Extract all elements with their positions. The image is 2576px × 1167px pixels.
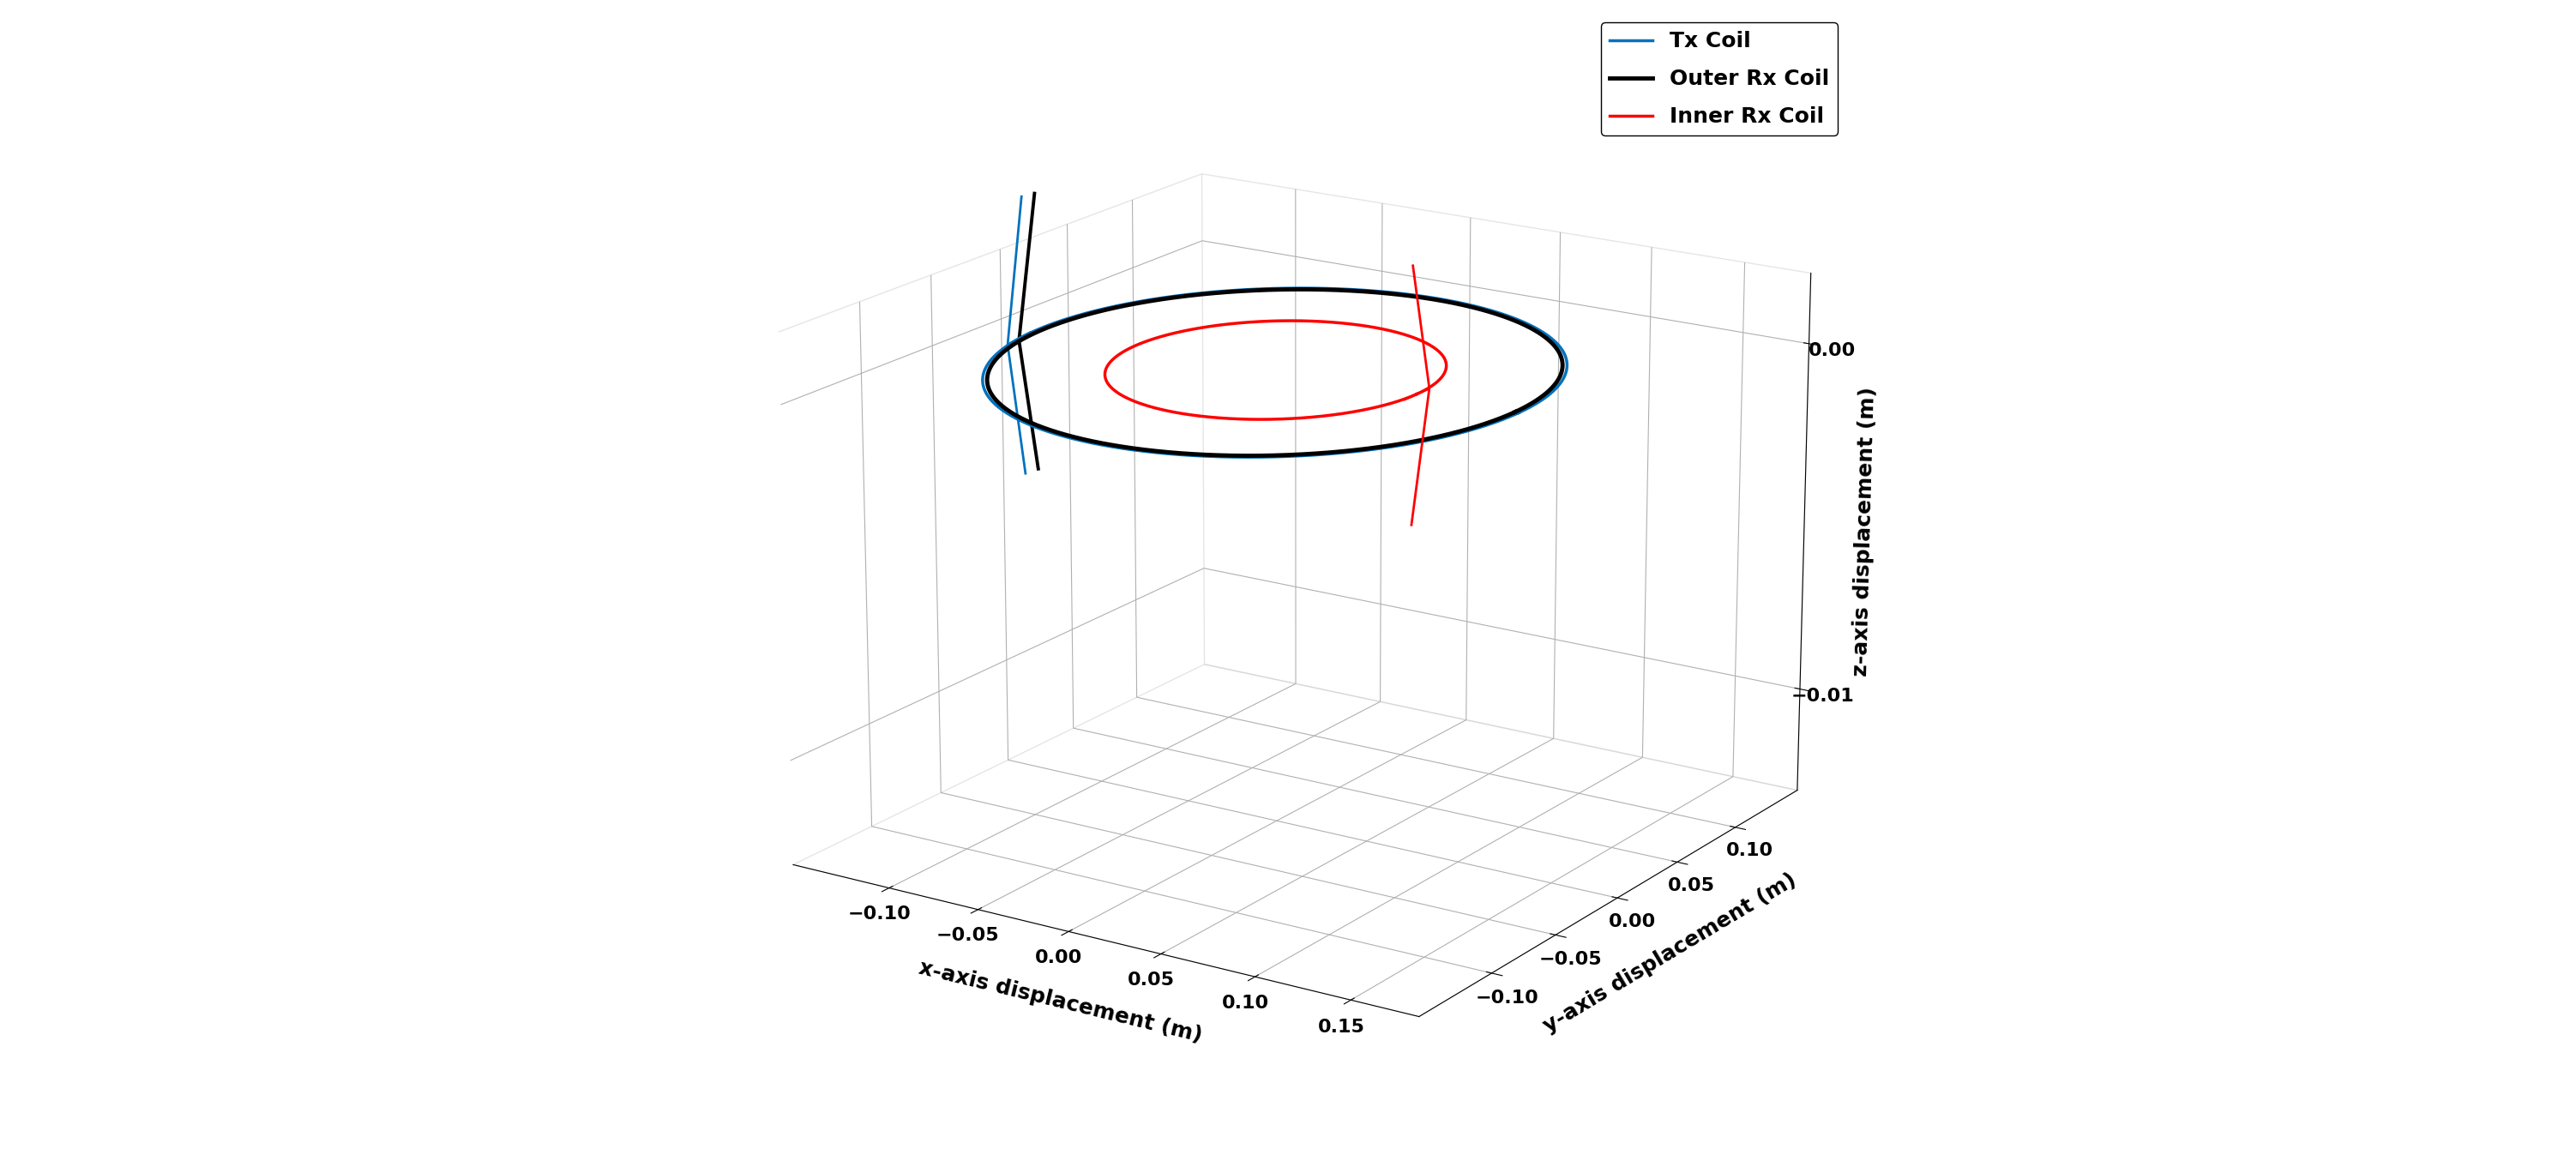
- Y-axis label: y-axis displacement (m): y-axis displacement (m): [1540, 869, 1801, 1036]
- Legend: Tx Coil, Outer Rx Coil, Inner Rx Coil: Tx Coil, Outer Rx Coil, Inner Rx Coil: [1600, 22, 1837, 135]
- X-axis label: x-axis displacement (m): x-axis displacement (m): [917, 957, 1206, 1046]
